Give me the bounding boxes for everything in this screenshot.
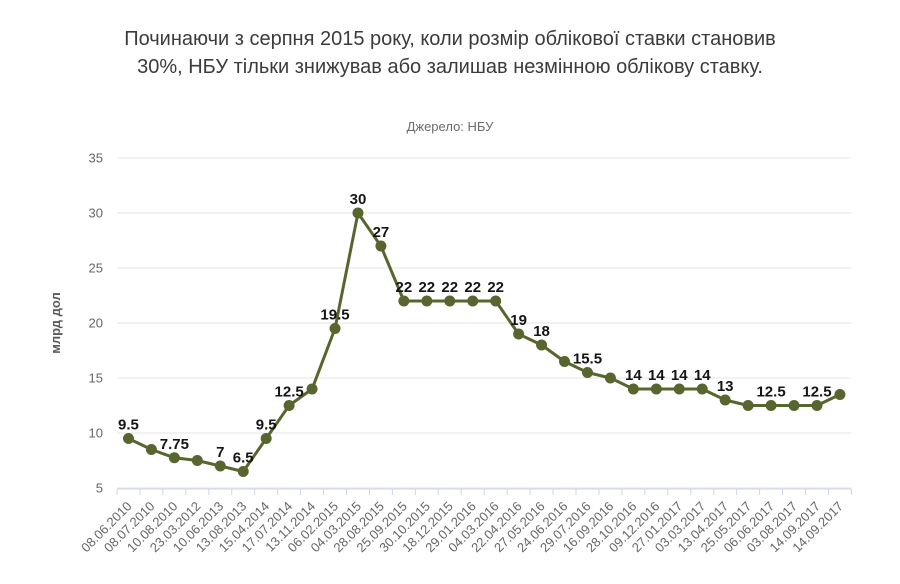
data-point-label: 22: [441, 279, 458, 296]
data-point-label: 14: [694, 367, 711, 384]
y-axis-tick-label: 15: [89, 371, 103, 386]
data-point-label: 13: [717, 378, 734, 395]
data-point-label: 22: [418, 279, 435, 296]
data-point-marker[interactable]: [513, 328, 525, 340]
data-point-marker[interactable]: [490, 295, 502, 307]
data-point-marker[interactable]: [581, 367, 593, 378]
data-point-marker[interactable]: [696, 383, 708, 395]
data-point-marker[interactable]: [283, 400, 295, 411]
data-point-label: 9.5: [256, 417, 277, 434]
data-point-marker[interactable]: [191, 455, 203, 466]
data-point-marker[interactable]: [788, 400, 800, 411]
data-point-marker[interactable]: [650, 383, 662, 395]
y-axis-tick-label: 20: [89, 316, 103, 331]
data-point-label: 14: [625, 367, 642, 384]
data-point-label: 30: [350, 191, 367, 208]
data-point-marker[interactable]: [398, 295, 410, 307]
data-point-label: 22: [487, 279, 504, 296]
y-axis-tick-label: 25: [89, 261, 103, 276]
data-point-marker[interactable]: [834, 389, 846, 400]
data-point-label: 7.75: [160, 436, 189, 453]
data-point-marker[interactable]: [122, 433, 134, 444]
data-point-marker[interactable]: [214, 460, 226, 472]
data-point-label: 14: [671, 367, 688, 384]
data-point-label: 12.5: [756, 384, 785, 401]
chart-subtitle: Джерело: НБУ: [406, 119, 494, 134]
data-point-marker[interactable]: [765, 400, 777, 411]
data-point-marker[interactable]: [627, 383, 639, 395]
data-point-label: 14: [648, 367, 665, 384]
data-point-label: 12.5: [275, 384, 304, 401]
data-point-label: 12.5: [802, 384, 831, 401]
data-point-marker[interactable]: [260, 433, 272, 444]
data-point-label: 15.5: [573, 351, 602, 368]
y-axis-tick-label: 30: [89, 206, 103, 221]
data-point-marker[interactable]: [673, 383, 685, 395]
data-point-label: 19: [510, 312, 527, 329]
data-point-marker[interactable]: [145, 444, 157, 455]
data-point-marker[interactable]: [719, 394, 731, 406]
data-point-marker[interactable]: [421, 295, 433, 307]
data-point-label: 27: [373, 224, 390, 241]
data-point-label: 7: [216, 444, 224, 461]
chart-title: Починаючи з серпня 2015 року, коли розмі…: [124, 28, 776, 78]
data-point-label: 9.5: [118, 417, 139, 434]
data-point-marker[interactable]: [168, 452, 180, 464]
data-point-marker[interactable]: [329, 323, 341, 334]
y-axis-tick-label: 5: [96, 481, 103, 496]
data-point-marker[interactable]: [604, 372, 616, 384]
data-point-label: 6.5: [233, 450, 254, 467]
data-point-label: 22: [396, 279, 413, 296]
y-axis-tick-label: 35: [89, 151, 103, 166]
data-point-label: 18: [533, 323, 550, 340]
data-point-marker[interactable]: [467, 295, 479, 307]
data-point-marker[interactable]: [536, 339, 548, 351]
data-point-marker[interactable]: [375, 240, 387, 252]
data-point-marker[interactable]: [444, 295, 456, 307]
data-point-marker[interactable]: [306, 383, 318, 395]
data-point-marker[interactable]: [237, 466, 249, 477]
y-axis-tick-label: 10: [89, 426, 103, 441]
y-axis-title: млрд дол: [48, 292, 63, 353]
data-point-label: 22: [464, 279, 481, 296]
data-point-marker[interactable]: [352, 207, 364, 219]
data-point-marker[interactable]: [742, 400, 754, 411]
data-point-marker[interactable]: [559, 356, 571, 367]
data-point-label: 19.5: [320, 307, 349, 324]
data-point-marker[interactable]: [811, 400, 823, 411]
